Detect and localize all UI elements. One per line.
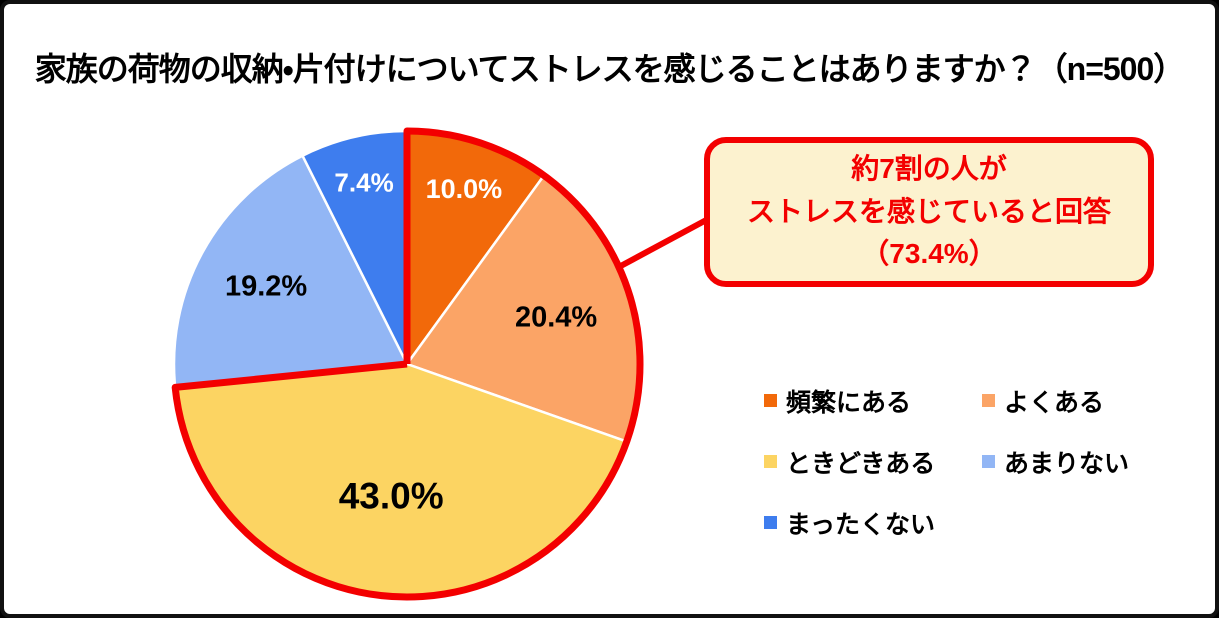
callout-line-2: ストレスを感じていると回答 xyxy=(746,195,1111,227)
legend-marker-yellow-icon xyxy=(764,455,777,468)
callout-box: 約7割の人が ストレスを感じていると回答 （73.4%） xyxy=(704,137,1154,287)
pie-value-label-5: 7.4% xyxy=(334,168,393,198)
legend-marker-light-blue-icon xyxy=(982,455,995,468)
legend-label: まったくない xyxy=(786,510,936,539)
legend-item-yokuaru: よくある xyxy=(982,384,1202,417)
pie-value-label-4: 19.2% xyxy=(225,271,307,303)
pie-value-label-1: 10.0% xyxy=(426,174,503,204)
chart-title: 家族の荷物の収納・片付けについてストレスを感じることはありますか？（n=500） xyxy=(34,51,1186,87)
legend-item-mattakunai: まったくない xyxy=(764,506,982,539)
legend-item-amarinai: あまりない xyxy=(982,445,1202,478)
callout-line-3: （73.4%） xyxy=(861,237,997,269)
pie-value-label-2: 20.4% xyxy=(515,302,597,334)
callout-line-1: 約7割の人が xyxy=(851,153,1007,185)
legend-item-tokidoki: ときどきある xyxy=(764,445,982,478)
legend-label: よくある xyxy=(1004,388,1105,417)
pie-chart: 10.0% 20.4% 43.0% 19.2% 7.4% xyxy=(171,127,712,601)
highlight-outline xyxy=(171,127,644,601)
legend-marker-blue-icon xyxy=(764,516,777,529)
pie-value-label-3: 43.0% xyxy=(339,475,444,516)
callout-leader-line xyxy=(615,215,712,271)
legend-item-hinpan: 頻繁にある xyxy=(764,384,982,417)
legend: 頻繁にある よくある ときどきある あまりない まったくない xyxy=(764,384,1202,539)
pie-slice-4 xyxy=(172,154,409,389)
legend-marker-orange-icon xyxy=(764,394,777,407)
legend-label: ときどきある xyxy=(786,449,936,478)
legend-label: あまりない xyxy=(1004,449,1130,478)
legend-label: 頻繁にある xyxy=(786,388,912,417)
legend-marker-light-orange-icon xyxy=(982,394,995,407)
